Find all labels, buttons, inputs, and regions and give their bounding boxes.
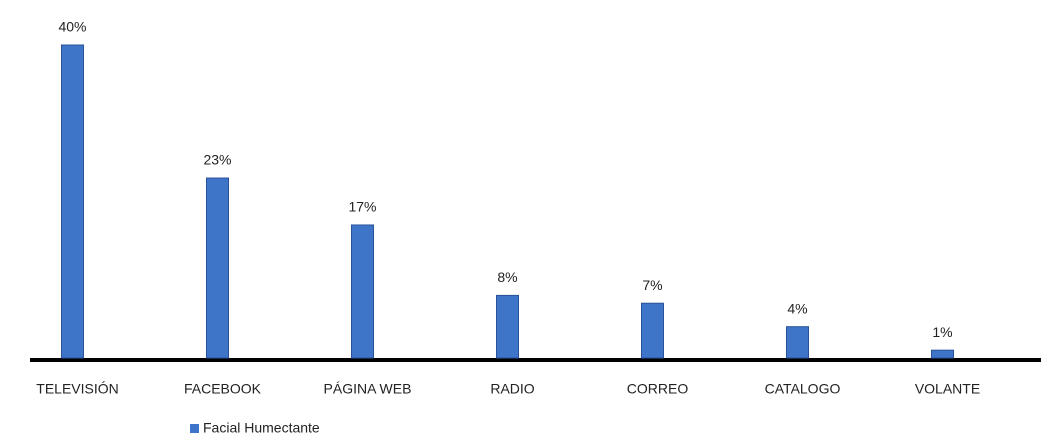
bar [641,302,664,359]
value-label: 1% [932,324,952,340]
value-label: 4% [787,300,807,316]
bar [206,177,229,359]
bar [351,224,374,359]
bar [786,326,809,359]
value-label: 7% [642,277,662,293]
x-tick-label: PÁGINA WEB [324,381,412,397]
value-label: 8% [497,269,517,285]
x-tick-label: FACEBOOK [184,381,262,397]
bar [931,349,954,359]
bar [61,44,84,359]
value-label: 40% [58,19,86,35]
legend-label: Facial Humectante [203,420,320,436]
value-label: 23% [203,152,231,168]
x-tick-label: RADIO [490,381,534,397]
value-label: 17% [348,199,376,215]
x-tick-label: CATALOGO [765,381,841,397]
x-tick-label: TELEVISIÓN [36,381,118,397]
x-tick-label: CORREO [627,381,689,397]
legend-swatch [190,424,199,433]
bar [496,294,519,359]
x-tick-label: VOLANTE [915,381,980,397]
